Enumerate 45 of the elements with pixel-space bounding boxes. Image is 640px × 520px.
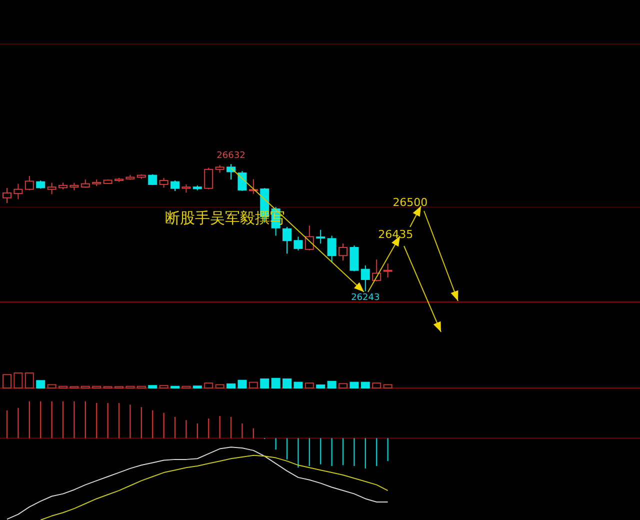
bar — [294, 382, 303, 388]
bar — [304, 382, 314, 388]
candlestick — [14, 183, 23, 200]
bar — [159, 385, 168, 388]
bar — [260, 378, 270, 388]
bar — [271, 378, 280, 388]
candlestick — [304, 225, 314, 251]
candlestick — [316, 229, 326, 244]
bar — [47, 384, 56, 388]
bar — [238, 380, 247, 388]
bar — [360, 382, 370, 388]
bar — [14, 372, 23, 388]
bar — [338, 383, 348, 388]
bar — [226, 383, 236, 388]
bar — [24, 372, 34, 388]
bar — [36, 380, 46, 388]
candlestick — [282, 226, 292, 254]
bar — [215, 384, 224, 388]
bar — [282, 378, 292, 388]
annotation: 26500 — [392, 196, 428, 209]
bar — [148, 385, 158, 388]
candlestick — [159, 177, 168, 188]
bar — [383, 384, 392, 388]
bar — [327, 380, 336, 388]
candlestick — [204, 167, 214, 190]
candlestick — [294, 236, 303, 251]
candlestick — [47, 182, 56, 195]
bar — [204, 382, 214, 388]
candlestick — [170, 180, 180, 192]
candlestick — [383, 262, 392, 278]
annotation: 26243 — [351, 293, 380, 304]
bar — [248, 382, 258, 388]
candlestick — [238, 170, 247, 192]
annotation: 26632 — [216, 151, 246, 162]
candlestick — [360, 264, 370, 292]
candlestick — [350, 245, 359, 272]
annotation: 26435 — [378, 228, 414, 241]
bar — [372, 382, 382, 388]
candlestick — [24, 175, 34, 191]
candlestick — [338, 243, 348, 262]
bar — [350, 382, 359, 388]
candlestick — [2, 188, 12, 204]
candlestick — [327, 235, 336, 263]
bar — [2, 374, 12, 388]
bar — [316, 384, 326, 388]
